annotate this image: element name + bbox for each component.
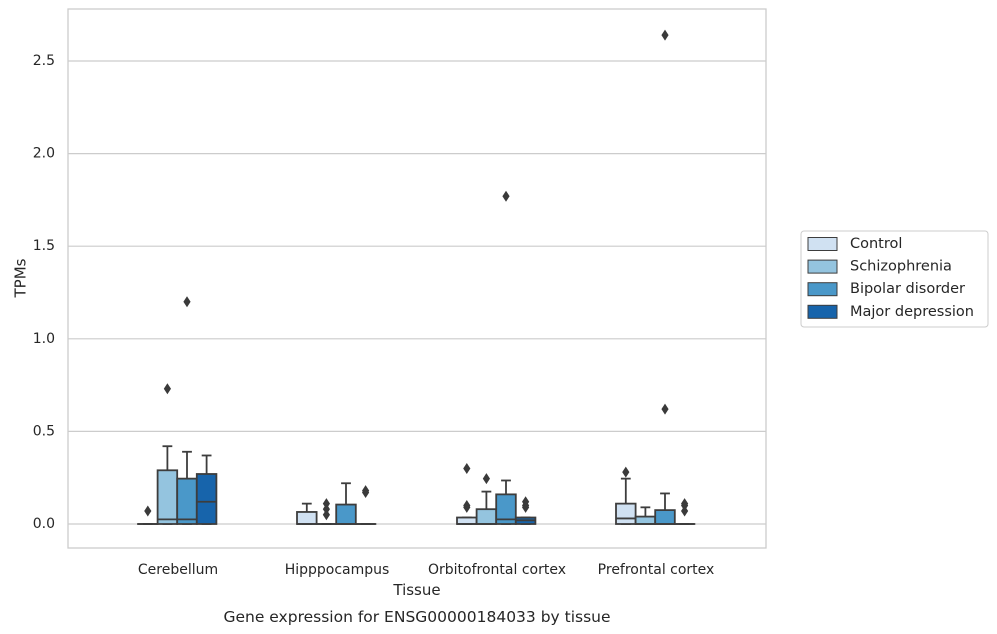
box-control (296, 502, 318, 525)
outlier-point (144, 505, 152, 517)
legend-label: Control (850, 236, 902, 252)
box-bipolar-disorder (654, 29, 676, 525)
chart-caption: Gene expression for ENSG00000184033 by t… (223, 608, 610, 626)
y-tick-label: 2.5 (33, 53, 55, 69)
legend-swatch (807, 237, 838, 251)
legend-swatch (807, 282, 838, 297)
box-major-depression (673, 498, 696, 525)
y-tick-label: 2.0 (33, 146, 55, 162)
outlier-point (522, 496, 530, 508)
x-tick-label: Orbitofrontal cortex (428, 562, 566, 578)
outlier-point (622, 466, 630, 478)
box-body (495, 493, 517, 525)
x-axis-ticks: Cerebellum Hipppocampus Orbitofrontal cort… (138, 562, 714, 578)
box-bipolar-disorder (335, 482, 357, 525)
outlier-point (183, 296, 191, 308)
outlier-point (463, 462, 471, 474)
box-body (195, 473, 218, 525)
legend-swatch (807, 304, 838, 319)
legend-swatch (807, 259, 838, 274)
outlier-point (163, 383, 171, 395)
box-schizophrenia (634, 506, 657, 525)
x-tick-label: Hipppocampus (285, 562, 390, 578)
legend: Control Schizophrenia Bipolar disorder Majo… (800, 230, 989, 328)
box-major-depression (514, 496, 537, 525)
outlier-point (322, 509, 330, 521)
outlier-point (482, 473, 490, 485)
box-body (475, 508, 498, 525)
x-axis-label: Tissue (392, 581, 440, 599)
outlier-point (661, 29, 669, 41)
box-major-depression (354, 485, 377, 525)
x-tick-label: Cerebellum (138, 562, 218, 578)
outlier-point (661, 403, 669, 415)
outlier-point (681, 498, 689, 510)
box-body (296, 511, 318, 525)
box-body (615, 502, 637, 525)
plot-area (68, 9, 766, 548)
outlier-point (681, 505, 689, 517)
outlier-point (322, 498, 330, 510)
box-body (456, 516, 478, 525)
box-control (615, 466, 637, 525)
outlier-point (502, 190, 510, 202)
box-bipolar-disorder (495, 190, 517, 525)
box-body (335, 503, 357, 525)
outlier-point (463, 499, 471, 511)
outlier-point (362, 485, 370, 497)
box-body (156, 469, 179, 525)
box-body (176, 477, 198, 525)
box-groups (137, 29, 696, 525)
x-tick-label: Prefrontal cortex (598, 562, 715, 578)
legend-label: Schizophrenia (850, 259, 952, 275)
y-tick-label: 1.0 (33, 331, 55, 347)
box-body (634, 515, 657, 525)
y-axis-label: TPMs (12, 258, 30, 298)
legend-frame (800, 230, 989, 328)
plot-frame (67, 8, 767, 549)
y-axis-ticks: 0.0 0.5 1.0 1.5 2.0 2.5 (33, 53, 55, 532)
legend-label: Major depression (850, 304, 974, 320)
box-bipolar-disorder (176, 296, 198, 525)
y-tick-label: 0.0 (33, 516, 55, 532)
legend-label: Bipolar disorder (850, 281, 965, 297)
outlier-point (322, 503, 330, 515)
box-major-depression (195, 454, 218, 525)
y-tick-label: 1.5 (33, 238, 55, 254)
y-tick-label: 0.5 (33, 423, 55, 439)
box-body (654, 509, 676, 525)
